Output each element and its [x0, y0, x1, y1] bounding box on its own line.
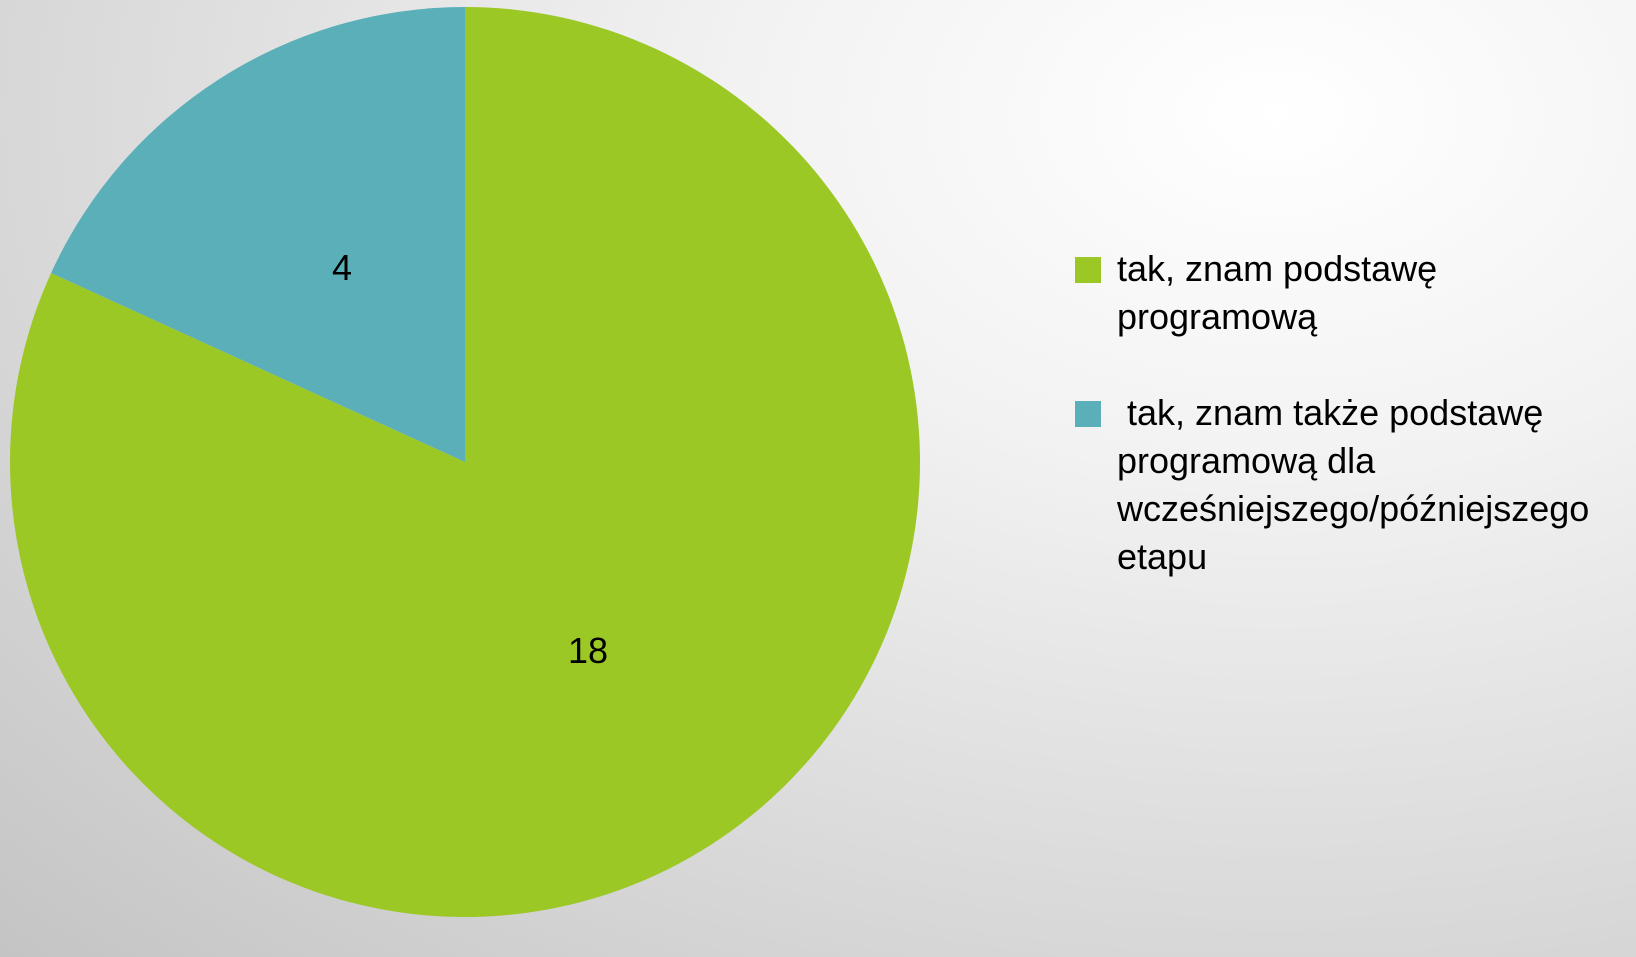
pie-slice	[51, 7, 466, 462]
legend-entry: tak, znam podstawę programową	[1075, 245, 1635, 341]
chart: 18 4	[10, 7, 921, 917]
data-label: 4	[332, 247, 352, 288]
data-label: 18	[568, 630, 608, 671]
legend-label: tak, znam podstawę programową	[1117, 248, 1448, 337]
legend-label: tak, znam także podstawę programową dla …	[1117, 392, 1600, 577]
legend-swatch	[1075, 257, 1101, 283]
legend: tak, znam podstawę programową tak, znam …	[1075, 245, 1635, 629]
legend-swatch	[1075, 401, 1101, 427]
legend-entry: tak, znam także podstawę programową dla …	[1075, 389, 1635, 581]
